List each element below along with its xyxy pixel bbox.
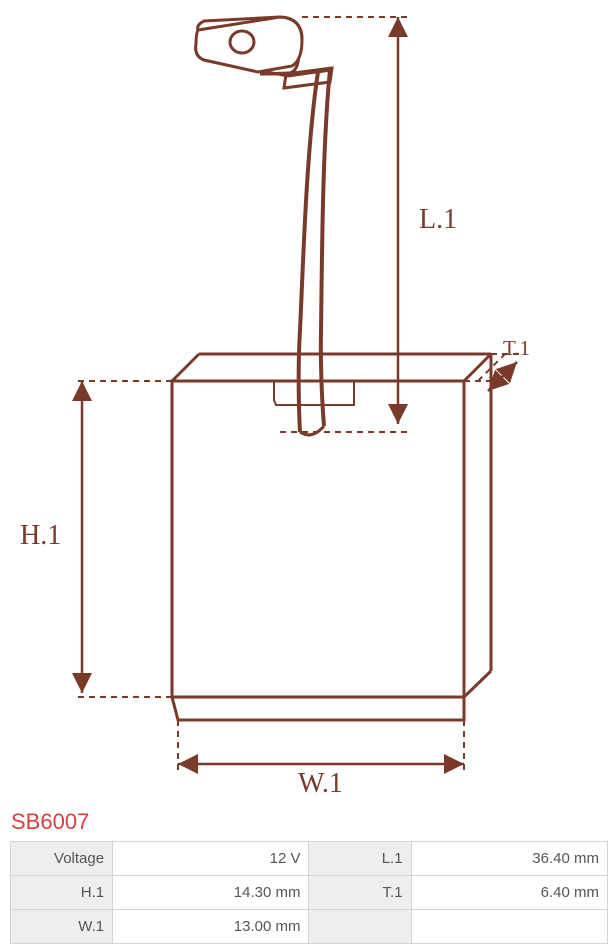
- spec-label: Voltage: [11, 842, 113, 876]
- label-l1: L.1: [419, 204, 457, 236]
- spec-label: T.1: [309, 876, 411, 910]
- spec-label: W.1: [11, 910, 113, 944]
- spec-label: H.1: [11, 876, 113, 910]
- product-id: SB6007: [11, 809, 608, 835]
- table-row: H.1 14.30 mm T.1 6.40 mm: [11, 876, 608, 910]
- spec-value: 6.40 mm: [411, 876, 607, 910]
- spec-table: Voltage 12 V L.1 36.40 mm H.1 14.30 mm T…: [10, 841, 608, 944]
- table-row: W.1 13.00 mm: [11, 910, 608, 944]
- label-h1: H.1: [20, 520, 61, 552]
- spec-label: [309, 910, 411, 944]
- spec-value: 36.40 mm: [411, 842, 607, 876]
- label-w1: W.1: [298, 768, 343, 800]
- spec-value: [411, 910, 607, 944]
- spec-value: 12 V: [113, 842, 309, 876]
- spec-label: L.1: [309, 842, 411, 876]
- technical-diagram: L.1 T.1 H.1 W.1: [0, 0, 608, 805]
- table-row: Voltage 12 V L.1 36.40 mm: [11, 842, 608, 876]
- spec-value: 13.00 mm: [113, 910, 309, 944]
- label-t1: T.1: [503, 336, 530, 361]
- spec-value: 14.30 mm: [113, 876, 309, 910]
